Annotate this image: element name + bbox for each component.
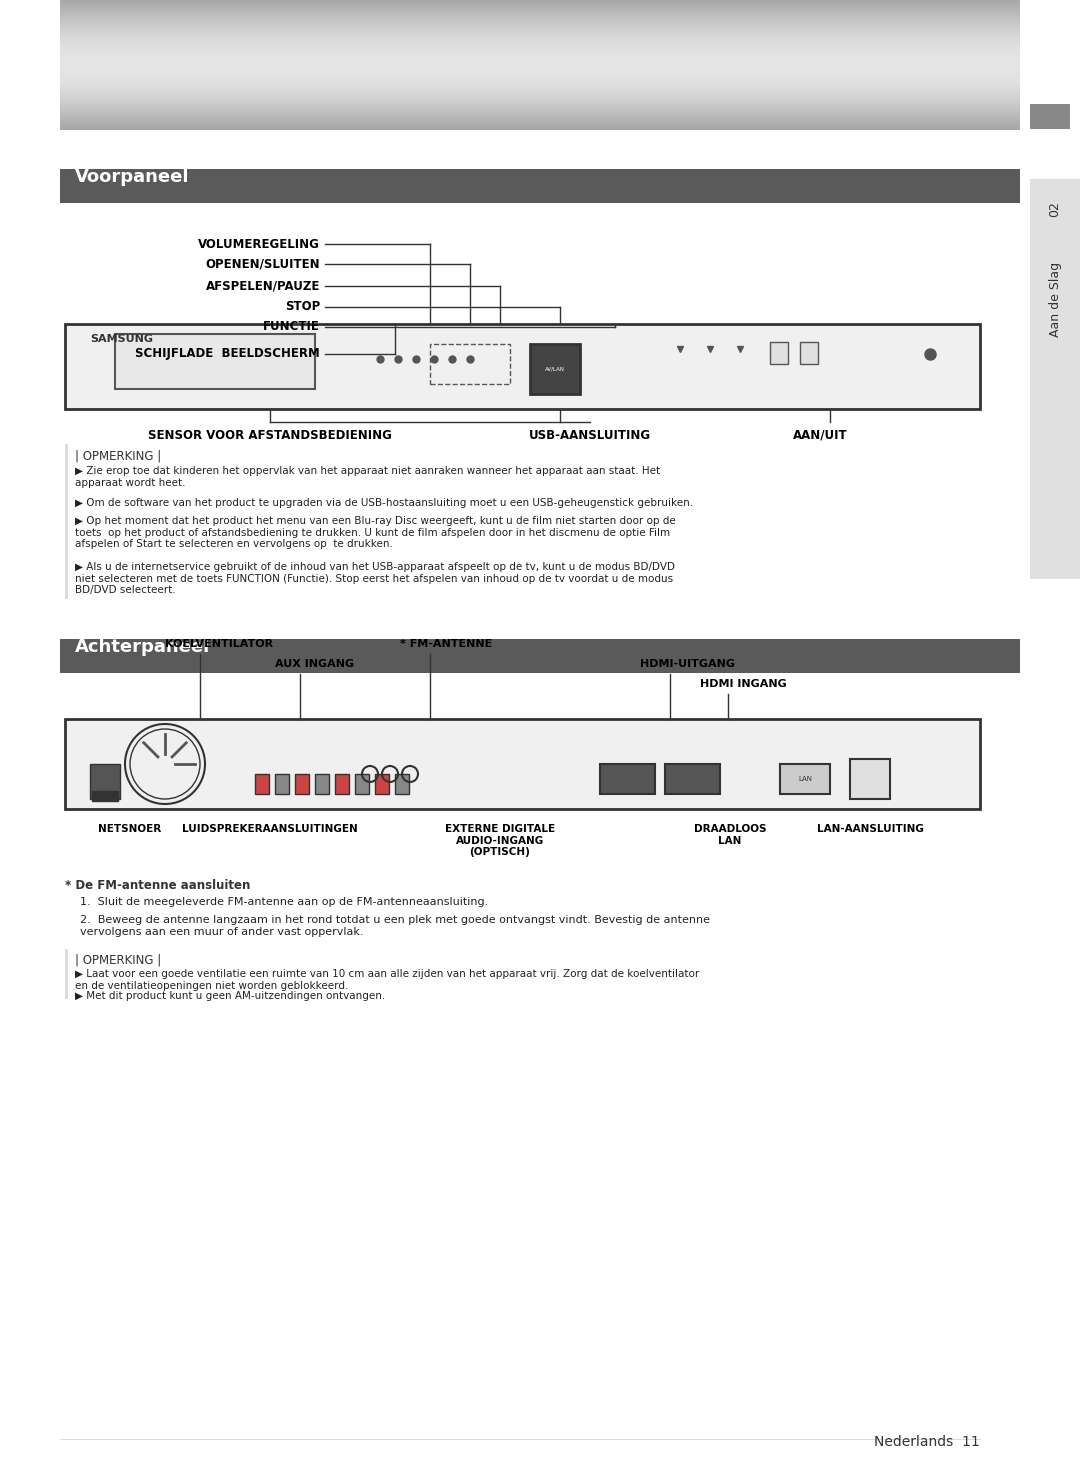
Bar <box>395 774 409 794</box>
Text: HDMI INGANG: HDMI INGANG <box>700 679 786 689</box>
Text: ▶ Als u de internetservice gebruikt of de inhoud van het USB-apparaat afspeelt o: ▶ Als u de internetservice gebruikt of d… <box>75 562 675 595</box>
Text: 02: 02 <box>1049 201 1062 217</box>
Text: USB-AANSLUITING: USB-AANSLUITING <box>529 429 651 442</box>
Text: ▶ Om de software van het product te upgraden via de USB-hostaansluiting moet u e: ▶ Om de software van het product te upgr… <box>75 498 693 507</box>
Bar <box>65 950 68 998</box>
Text: | OPMERKING |: | OPMERKING | <box>75 450 161 461</box>
Text: 1.  Sluit de meegeleverde FM-antenne aan op de FM-antenneaansluiting.: 1. Sluit de meegeleverde FM-antenne aan … <box>80 896 488 907</box>
Text: FUNCTIE: FUNCTIE <box>264 321 320 333</box>
Bar <box>65 324 980 410</box>
Text: DRAADLOOS
LAN: DRAADLOOS LAN <box>693 824 766 846</box>
Bar <box>665 765 720 794</box>
Text: ▶ Laat voor een goede ventilatie een ruimte van 10 cm aan alle zijden van het ap: ▶ Laat voor een goede ventilatie een rui… <box>75 969 699 991</box>
Bar <box>430 345 510 385</box>
Bar <box>780 765 831 794</box>
Bar <box>1030 104 1070 129</box>
Text: LAN-AANSLUITING: LAN-AANSLUITING <box>816 824 923 834</box>
Bar <box>92 791 118 802</box>
Text: | OPMERKING |: | OPMERKING | <box>75 954 161 967</box>
Text: LUIDSPREKERAANSLUITINGEN: LUIDSPREKERAANSLUITINGEN <box>183 824 357 834</box>
Text: SENSOR VOOR AFSTANDSBEDIENING: SENSOR VOOR AFSTANDSBEDIENING <box>148 429 392 442</box>
Bar <box>255 774 269 794</box>
Bar <box>114 334 315 389</box>
Text: SAMSUNG: SAMSUNG <box>90 334 153 345</box>
Text: KOELVENTILATOR: KOELVENTILATOR <box>165 639 273 649</box>
Text: EXTERNE DIGITALE
AUDIO-INGANG
(OPTISCH): EXTERNE DIGITALE AUDIO-INGANG (OPTISCH) <box>445 824 555 858</box>
Text: ▶ Op het moment dat het product het menu van een Blu-ray Disc weergeeft, kunt u : ▶ Op het moment dat het product het menu… <box>75 516 676 549</box>
Text: * De FM-antenne aansluiten: * De FM-antenne aansluiten <box>65 879 251 892</box>
Bar <box>800 342 818 364</box>
Bar <box>60 169 1020 203</box>
Bar <box>60 639 1020 673</box>
Text: AAN/UIT: AAN/UIT <box>793 429 848 442</box>
Bar <box>600 765 654 794</box>
Text: ▶ Met dit product kunt u geen AM-uitzendingen ontvangen.: ▶ Met dit product kunt u geen AM-uitzend… <box>75 991 386 1001</box>
Text: AUX INGANG: AUX INGANG <box>275 660 354 669</box>
Bar <box>315 774 329 794</box>
Text: Voorpaneel: Voorpaneel <box>75 169 189 186</box>
Bar <box>355 774 369 794</box>
Bar <box>90 765 120 799</box>
Text: VOLUMEREGELING: VOLUMEREGELING <box>198 238 320 250</box>
Text: LAN: LAN <box>798 776 812 782</box>
Bar <box>275 774 289 794</box>
Text: Aan de Slag: Aan de Slag <box>1049 262 1062 337</box>
Text: ▶ Zie erop toe dat kinderen het oppervlak van het apparaat niet aanraken wanneer: ▶ Zie erop toe dat kinderen het oppervla… <box>75 466 660 488</box>
Bar <box>65 444 68 599</box>
Bar <box>295 774 309 794</box>
Bar <box>1030 179 1080 578</box>
Text: NETSNOER: NETSNOER <box>98 824 162 834</box>
Text: AV/LAN: AV/LAN <box>545 367 565 371</box>
Text: Achterpaneel: Achterpaneel <box>75 637 211 657</box>
Text: SCHIJFLADE  BEELDSCHERM: SCHIJFLADE BEELDSCHERM <box>135 348 320 361</box>
Text: 2.  Beweeg de antenne langzaam in het rond totdat u een plek met goede ontvangst: 2. Beweeg de antenne langzaam in het ron… <box>80 916 710 936</box>
Text: * FM-ANTENNE: * FM-ANTENNE <box>400 639 492 649</box>
Bar <box>530 345 580 393</box>
Bar <box>375 774 389 794</box>
Bar <box>770 342 788 364</box>
Bar <box>850 759 890 799</box>
Bar <box>65 719 980 809</box>
Text: Nederlands  11: Nederlands 11 <box>874 1435 980 1449</box>
Text: AFSPELEN/PAUZE: AFSPELEN/PAUZE <box>205 280 320 293</box>
Bar <box>335 774 349 794</box>
Text: OPENEN/SLUITEN: OPENEN/SLUITEN <box>205 257 320 271</box>
Text: HDMI-UITGANG: HDMI-UITGANG <box>640 660 735 669</box>
Text: STOP: STOP <box>285 300 320 314</box>
